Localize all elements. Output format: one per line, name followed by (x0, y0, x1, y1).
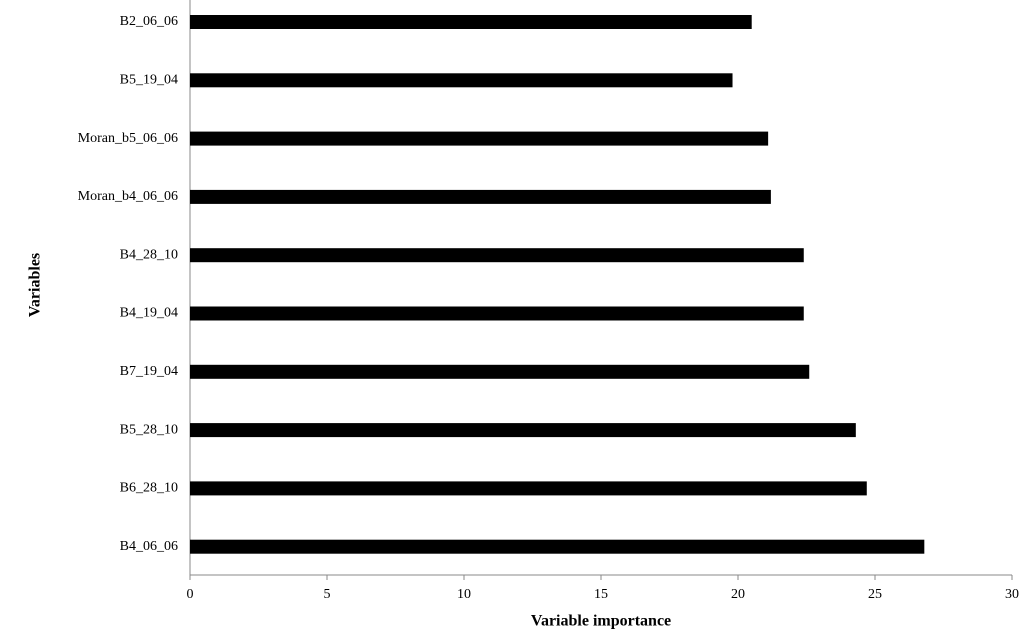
x-tick-label: 0 (187, 587, 194, 602)
x-tick-label: 10 (457, 587, 471, 602)
y-tick-label: B4_06_06 (120, 539, 178, 554)
x-tick-label: 5 (324, 587, 331, 602)
bar (190, 131, 769, 146)
x-tick-label: 20 (731, 587, 745, 602)
y-tick-label: B5_28_10 (120, 422, 178, 437)
bar (190, 15, 752, 29)
y-tick-label: B7_19_04 (120, 364, 178, 379)
bar (190, 423, 856, 438)
y-tick-label: Moran_b4_06_06 (78, 189, 178, 204)
bar (190, 539, 925, 554)
x-tick-label: 15 (594, 587, 608, 602)
y-axis-label: Variables (27, 253, 44, 317)
bar (190, 73, 733, 88)
bar (190, 248, 804, 263)
bar (190, 306, 804, 321)
y-tick-label: Moran_b5_06_06 (78, 131, 178, 146)
y-tick-label: B4_19_04 (120, 306, 178, 321)
x-axis-label: Variable importance (531, 613, 671, 630)
bar (190, 481, 867, 496)
y-tick-label: B4_28_10 (120, 247, 178, 262)
y-tick-label: B2_06_06 (120, 14, 178, 29)
x-tick-label: 25 (868, 587, 882, 602)
bar (190, 189, 771, 204)
y-tick-label: B6_28_10 (120, 481, 178, 496)
x-tick-label: 30 (1005, 587, 1019, 602)
bar (190, 364, 810, 379)
y-tick-label: B5_19_04 (120, 73, 178, 88)
